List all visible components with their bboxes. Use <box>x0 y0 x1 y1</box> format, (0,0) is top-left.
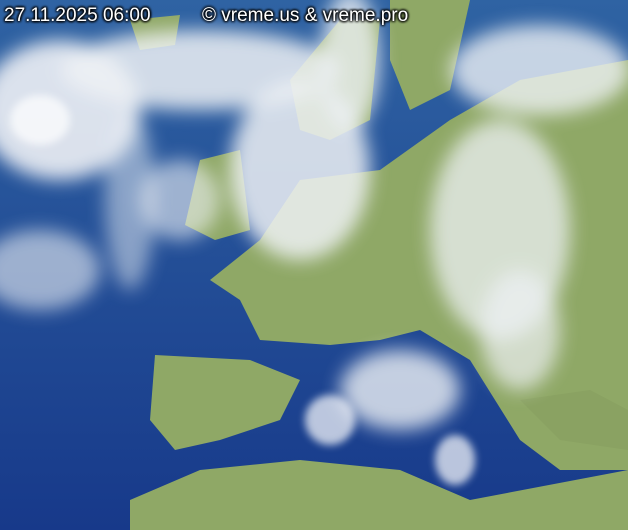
timestamp: 27.11.2025 06:00 <box>4 5 151 26</box>
cloud-cover <box>0 0 628 430</box>
copyright-notice: © vreme.us & vreme.pro <box>202 5 409 26</box>
